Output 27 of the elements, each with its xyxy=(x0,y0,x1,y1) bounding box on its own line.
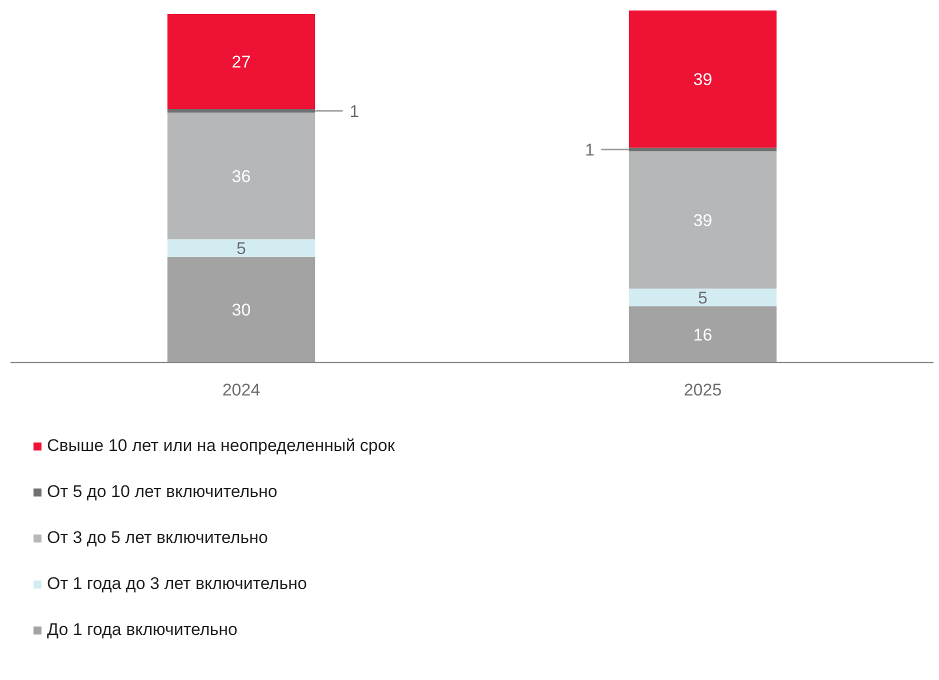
bar xyxy=(628,10,777,148)
data-label: 39 xyxy=(693,70,712,90)
data-label: 36 xyxy=(232,166,251,186)
bar xyxy=(167,109,316,113)
data-label: 1 xyxy=(584,140,594,160)
legend-label: От 1 года до 3 лет включительно xyxy=(47,574,307,594)
bar xyxy=(628,288,777,306)
bar xyxy=(628,148,777,152)
x-tick-label: 2025 xyxy=(684,380,722,400)
bar xyxy=(167,14,316,110)
data-label: 1 xyxy=(350,102,360,121)
data-label: 16 xyxy=(693,325,712,344)
x-tick-label: 2024 xyxy=(222,380,260,400)
data-label: 5 xyxy=(698,288,708,308)
data-label: 27 xyxy=(232,52,251,72)
data-label: 5 xyxy=(236,239,246,258)
bar xyxy=(167,112,316,240)
bar xyxy=(167,239,316,257)
data-label: 30 xyxy=(232,300,251,320)
bar xyxy=(628,306,777,362)
data-label: 39 xyxy=(693,210,712,230)
legend-label: До 1 года включительно xyxy=(47,620,238,640)
legend-label: Свыше 10 лет или на неопределенный срок xyxy=(47,436,395,456)
legend-label: От 3 до 5 лет включительно xyxy=(47,528,268,548)
bar xyxy=(167,256,316,362)
bar xyxy=(628,151,777,289)
legend-label: От 5 до 10 лет включительно xyxy=(47,482,278,502)
